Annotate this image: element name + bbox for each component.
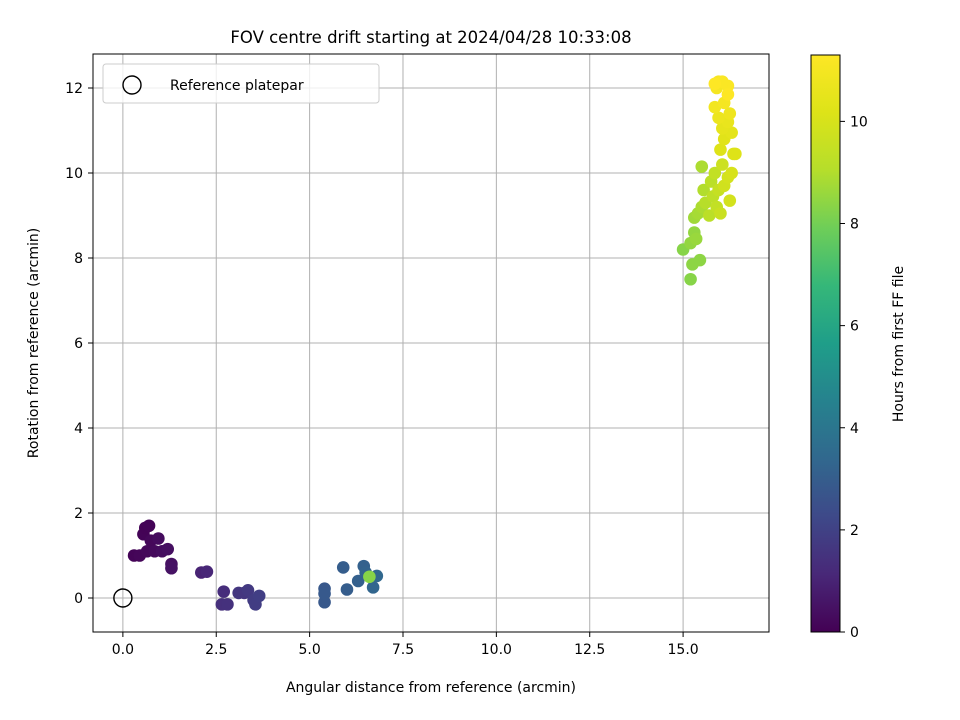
colorbar-tick-label: 0 xyxy=(850,625,859,641)
scatter-point xyxy=(217,585,231,598)
y-tick-label: 2 xyxy=(74,506,83,522)
scatter-point xyxy=(165,561,178,575)
legend: Reference platepar xyxy=(102,63,380,104)
x-tick-label: 7.5 xyxy=(392,642,414,658)
y-axis-label: Rotation from reference (arcmin) xyxy=(26,228,42,458)
colorbar-tick-label: 10 xyxy=(850,114,868,130)
scatter-point xyxy=(340,583,354,596)
scatter-point xyxy=(716,158,729,171)
x-axis-label: Angular distance from reference (arcmin) xyxy=(286,680,576,696)
scatter-point xyxy=(318,587,331,601)
scatter-point xyxy=(200,565,214,578)
scatter-point xyxy=(702,209,716,222)
x-tick-label: 10.0 xyxy=(481,642,512,658)
colorbar xyxy=(810,54,841,633)
x-tick-label: 0.0 xyxy=(112,642,134,658)
y-tick-label: 0 xyxy=(74,591,83,607)
legend-entry-reference-platepar: Reference platepar xyxy=(170,78,304,94)
scatter-point xyxy=(723,107,737,120)
scatter-point xyxy=(714,207,727,220)
colorbar-tick-label: 4 xyxy=(850,421,859,437)
scatter-point xyxy=(714,143,727,156)
y-tick-label: 4 xyxy=(74,421,83,437)
x-tick-label: 2.5 xyxy=(205,642,227,658)
scatter-point xyxy=(689,232,703,246)
scatter-point xyxy=(725,166,738,180)
scatter-point xyxy=(252,589,266,603)
x-tick-label: 12.5 xyxy=(574,642,605,658)
scatter-point xyxy=(693,253,707,267)
scatter-point xyxy=(712,111,725,125)
y-tick-label: 12 xyxy=(65,81,83,97)
scatter-point xyxy=(695,160,709,173)
x-axis-ticks: 0.0 2.5 5.0 7.5 10.0 12.5 15.0 xyxy=(112,632,699,658)
legend-marker-icon xyxy=(122,75,142,95)
scatter-point xyxy=(161,542,174,556)
scatter-point xyxy=(684,272,697,286)
colorbar-tick-label: 2 xyxy=(850,523,859,539)
x-tick-label: 15.0 xyxy=(668,642,699,658)
scatter-point xyxy=(708,77,722,91)
y-tick-label: 6 xyxy=(74,336,83,352)
scatter-point xyxy=(142,519,156,533)
scatter-point xyxy=(721,88,735,101)
colorbar-ticks: 0 2 4 6 8 10 xyxy=(840,114,868,641)
y-tick-label: 8 xyxy=(74,251,83,267)
scatter-point xyxy=(366,581,380,594)
x-tick-label: 5.0 xyxy=(298,642,320,658)
scatter-point xyxy=(729,147,742,161)
scatter-point xyxy=(221,598,234,611)
scatter-point xyxy=(241,584,255,597)
scatter-point xyxy=(363,570,376,584)
scatter-point xyxy=(723,194,737,207)
scatter-point xyxy=(708,166,722,180)
colorbar-label: Hours from first FF file xyxy=(891,266,907,422)
colorbar-tick-label: 6 xyxy=(850,319,859,335)
y-axis-ticks: 0 2 4 6 8 10 12 xyxy=(65,81,93,607)
legend-box xyxy=(102,63,380,104)
scatter-point xyxy=(351,574,365,588)
scatter-point xyxy=(697,183,710,197)
data-points xyxy=(127,75,742,611)
scatter-point xyxy=(152,532,165,545)
y-tick-label: 10 xyxy=(65,166,83,182)
reference-platepar-marker xyxy=(113,588,133,608)
scatter-point xyxy=(336,561,350,574)
grid xyxy=(93,54,769,632)
colorbar-tick-label: 8 xyxy=(850,217,859,233)
chart-title: FOV centre drift starting at 2024/04/28 … xyxy=(230,28,631,47)
